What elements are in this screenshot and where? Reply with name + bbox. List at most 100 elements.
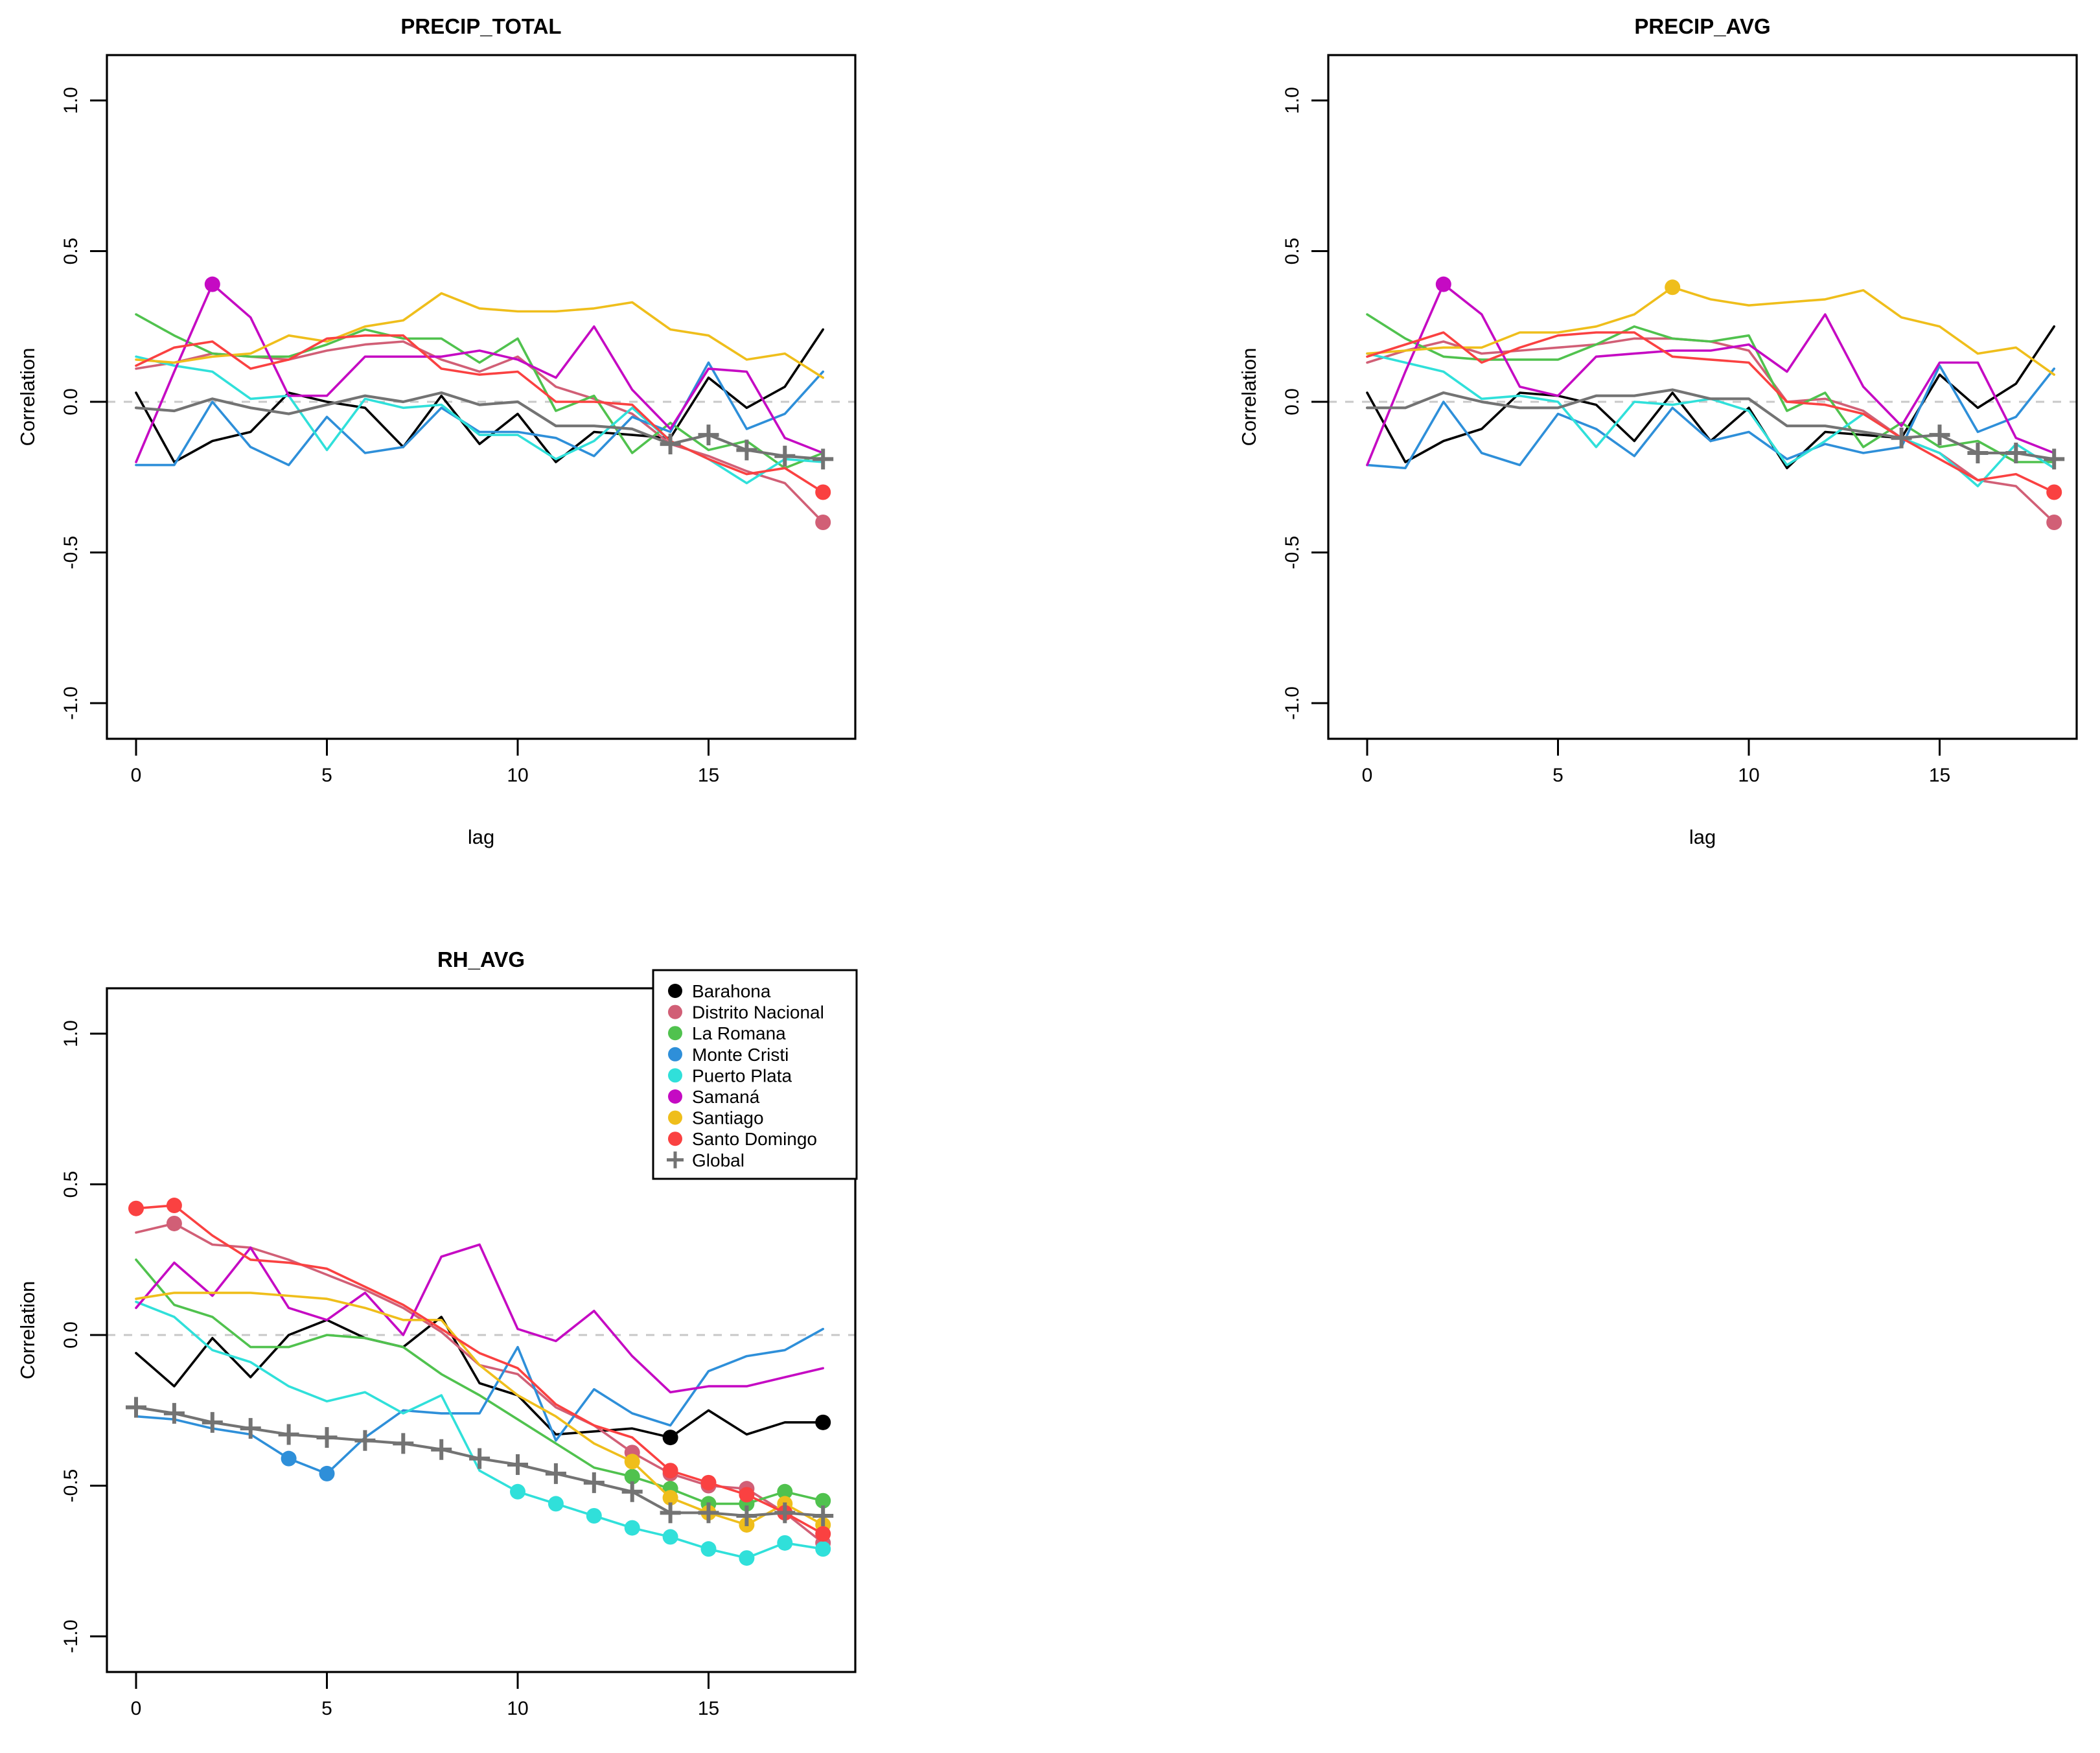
plot-box bbox=[106, 987, 857, 1673]
y-tick-label: 0.5 bbox=[1282, 238, 1303, 265]
x-tick-label: 5 bbox=[321, 765, 332, 786]
panel-title-precip-avg: PRECIP_AVG bbox=[1634, 14, 1770, 38]
series-plus-global bbox=[163, 1402, 185, 1424]
y-tick-label: -1.0 bbox=[60, 1619, 82, 1653]
series-dot-santo-domingo bbox=[700, 1474, 717, 1491]
legend-box bbox=[652, 969, 858, 1180]
series-line-monte-cristi bbox=[1366, 364, 2055, 470]
panel-precip-total: PRECIP_TOTAL -1.0 -0.5 0.0 0.5 1.0 0 5 10 15 lag Co… bbox=[16, 14, 857, 848]
series-plus-global bbox=[202, 1411, 223, 1433]
legend-item-barahona: Barahona bbox=[668, 981, 771, 1001]
legend-item-puerto-plata: Puerto Plata bbox=[668, 1065, 792, 1085]
series-plus-global bbox=[774, 445, 796, 467]
series-line-santo-domingo bbox=[135, 1204, 824, 1535]
series-plus-global bbox=[736, 439, 757, 461]
series-plus-global bbox=[621, 1481, 643, 1502]
legend-label: Monte Cristi bbox=[692, 1045, 789, 1065]
series-plus-global bbox=[774, 1502, 796, 1524]
series-plus-global bbox=[354, 1430, 376, 1451]
legend-label: Santiago bbox=[692, 1108, 764, 1128]
series-dot-la-romana bbox=[777, 1483, 793, 1500]
legend-dot-icon bbox=[668, 1132, 682, 1146]
series-plus-global bbox=[545, 1463, 566, 1484]
series-plus-global bbox=[1929, 424, 1950, 446]
series-line-samana bbox=[135, 283, 824, 463]
series-line-barahona bbox=[135, 1316, 824, 1439]
series-line-samana bbox=[1366, 283, 2055, 467]
y-tick-label: -0.5 bbox=[60, 1469, 82, 1503]
y-tick-label: 0.0 bbox=[60, 1321, 82, 1349]
plot-box bbox=[106, 54, 857, 740]
series-dot-la-romana bbox=[624, 1469, 640, 1485]
y-tick-label: -0.5 bbox=[60, 536, 82, 570]
series-plus-global bbox=[660, 1502, 681, 1524]
series-plus-global bbox=[431, 1439, 452, 1460]
series-line-global bbox=[1365, 388, 2056, 461]
series-dot-santo-domingo bbox=[662, 1463, 678, 1479]
series-line-santiago bbox=[135, 292, 824, 379]
series-dot-distrito-nacional bbox=[166, 1215, 182, 1231]
series-dot-la-romana bbox=[815, 1492, 831, 1509]
legend-item-distrito-nacional: Distrito Nacional bbox=[668, 1003, 824, 1023]
series-line-santiago bbox=[135, 1292, 824, 1526]
legend-item-la-romana: La Romana bbox=[668, 1023, 786, 1043]
legend-dot-icon bbox=[668, 1068, 682, 1083]
series-dot-puerto-plata bbox=[700, 1541, 717, 1557]
series-plus-global bbox=[126, 1397, 146, 1418]
series-plus-global bbox=[698, 424, 719, 446]
series-dot-puerto-plata bbox=[548, 1496, 564, 1512]
series-plus-global bbox=[278, 1424, 299, 1445]
series-dot-santiago bbox=[624, 1454, 640, 1470]
series-plus-global bbox=[2044, 448, 2065, 470]
series-dot-distrito-nacional bbox=[815, 515, 831, 530]
legend-item-santiago: Santiago bbox=[668, 1108, 764, 1128]
panel-precip-avg: PRECIP_AVG -1.0 -0.5 0.0 0.5 1.0 0 5 10 15 lag Corr… bbox=[1238, 14, 2078, 848]
series-line-puerto-plata bbox=[135, 1301, 824, 1559]
series-dot-puerto-plata bbox=[510, 1483, 525, 1500]
series-plus-global bbox=[1967, 443, 1989, 464]
series-dot-samana bbox=[1435, 276, 1451, 292]
series-dot-barahona bbox=[662, 1430, 678, 1446]
x-tick-label: 15 bbox=[1929, 765, 1950, 786]
x-tick-label: 15 bbox=[698, 765, 719, 786]
y-tick-label: 0.5 bbox=[60, 238, 82, 265]
y-tick-label: 1.0 bbox=[60, 87, 82, 114]
series-dot-monte-cristi bbox=[319, 1465, 335, 1481]
legend-item-samana: Samaná bbox=[668, 1087, 760, 1107]
x-tick-label: 0 bbox=[1362, 765, 1373, 786]
legend-label: Samaná bbox=[692, 1087, 760, 1107]
series-dot-puerto-plata bbox=[586, 1508, 602, 1524]
series-plus-global bbox=[813, 448, 834, 470]
legend-item-santo-domingo: Santo Domingo bbox=[668, 1129, 817, 1149]
x-tick-label: 5 bbox=[1552, 765, 1563, 786]
series-dot-puerto-plata bbox=[777, 1535, 793, 1551]
series-dot-santo-domingo bbox=[815, 1526, 831, 1542]
series-dot-santo-domingo bbox=[128, 1200, 144, 1216]
x-axis-label: lag bbox=[1689, 826, 1716, 848]
series-plus-global bbox=[660, 434, 681, 455]
x-tick-label: 0 bbox=[131, 1698, 142, 1719]
series-dot-santo-domingo bbox=[739, 1487, 755, 1503]
legend-item-monte-cristi: Monte Cristi bbox=[668, 1045, 789, 1065]
x-tick-label: 15 bbox=[698, 1698, 719, 1719]
y-axis-label: Correlation bbox=[1238, 348, 1260, 447]
series-dot-monte-cristi bbox=[281, 1450, 297, 1467]
series-dot-puerto-plata bbox=[662, 1529, 678, 1545]
x-tick-label: 0 bbox=[131, 765, 142, 786]
panel-title-rh-avg: RH_AVG bbox=[437, 947, 525, 971]
legend-label: Puerto Plata bbox=[692, 1065, 792, 1085]
series-line-la-romana bbox=[1366, 313, 2055, 463]
x-tick-label: 10 bbox=[507, 1698, 528, 1719]
series-line-monte-cristi bbox=[135, 361, 824, 467]
x-axis-label: lag bbox=[468, 826, 494, 848]
series-plus-global bbox=[316, 1427, 338, 1448]
series-dot-samana bbox=[204, 276, 220, 292]
series-plus-global bbox=[469, 1448, 490, 1469]
y-axis-label: Correlation bbox=[16, 1281, 39, 1380]
series-plus-global bbox=[698, 1502, 719, 1524]
y-axis-label: Correlation bbox=[16, 348, 39, 447]
series-dot-santo-domingo bbox=[166, 1198, 182, 1214]
series-dot-santiago bbox=[662, 1490, 678, 1506]
